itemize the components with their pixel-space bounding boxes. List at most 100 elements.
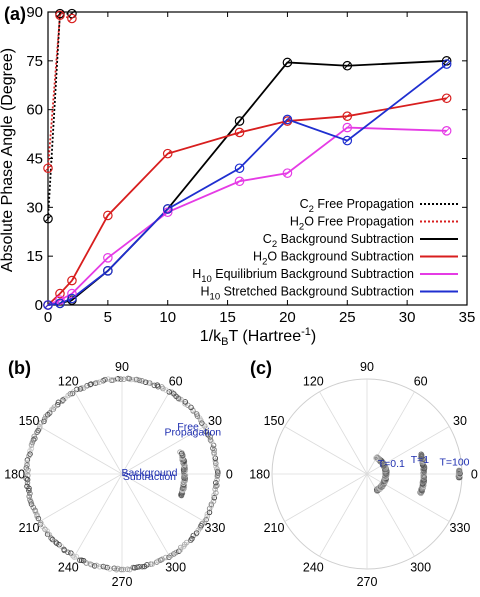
x-tick-label: 20 xyxy=(279,309,296,326)
polar-point xyxy=(163,554,169,561)
polar-spoke xyxy=(121,426,205,475)
polar-point xyxy=(134,564,140,570)
legend-label-sub: 2 xyxy=(262,257,267,268)
polar-point xyxy=(373,455,379,461)
polar-point xyxy=(210,445,216,452)
panel-label-b: (b) xyxy=(8,358,31,378)
polar-point xyxy=(77,386,84,392)
polar-point xyxy=(159,384,165,390)
polar-point xyxy=(207,437,214,443)
polar-angle-label: 60 xyxy=(169,375,183,389)
polar-point xyxy=(214,482,220,489)
data-point xyxy=(342,135,353,146)
data-point xyxy=(282,114,293,125)
polar-point xyxy=(183,539,190,546)
polar-point xyxy=(70,553,76,559)
polar-point xyxy=(203,516,209,523)
polar-panel-c: (c) 0 30 60 90 120 150 180 210 240 270 300 330 T=0.1… xyxy=(249,358,478,589)
legend-label-main: C xyxy=(263,232,272,246)
polar-point xyxy=(26,493,32,500)
polar-point xyxy=(32,435,38,442)
polar-point xyxy=(48,535,54,541)
legend-label: C2 Background Subtraction xyxy=(263,232,414,250)
polar-annotation: T=0.1 xyxy=(378,458,405,470)
polar-point xyxy=(69,390,76,397)
data-point xyxy=(67,13,77,24)
polar-point xyxy=(201,423,208,429)
data-point-slash xyxy=(104,254,112,262)
polar-angle-label: 30 xyxy=(208,414,222,428)
data-point-slash xyxy=(284,169,291,177)
x-axis-label: 1/kBT (Hartree-1) xyxy=(200,326,316,348)
data-point xyxy=(103,252,113,263)
polar-point xyxy=(115,565,121,572)
polar-angle-label: 210 xyxy=(264,521,285,535)
polar-point xyxy=(187,537,194,544)
legend-label-main: H xyxy=(192,267,201,281)
data-point-slash xyxy=(68,290,76,297)
legend-label-rest: O Free Propagation xyxy=(304,215,414,229)
data-point xyxy=(282,168,293,178)
polar-point xyxy=(199,420,205,426)
data-point-slash xyxy=(236,177,243,185)
polar-point xyxy=(456,467,463,474)
polar-point xyxy=(213,483,219,490)
polar-point xyxy=(144,562,150,568)
polar-point xyxy=(374,454,380,460)
axis-ticks: 0 5 10 15 20 25 30 35 0 15 30 45 60 75 90 xyxy=(26,4,475,326)
panel-label-c: (c) xyxy=(250,358,272,378)
legend-label-sub: 10 xyxy=(201,274,212,285)
data-point xyxy=(441,56,452,66)
data-point xyxy=(441,126,452,136)
data-point xyxy=(55,295,65,305)
polar-point xyxy=(65,549,71,556)
data-point-slash xyxy=(68,15,76,22)
polar-point xyxy=(24,469,31,475)
data-point xyxy=(55,298,65,309)
series-markers xyxy=(43,8,452,310)
data-point-slash xyxy=(443,127,451,135)
polar-point xyxy=(73,553,80,560)
polar-point xyxy=(142,379,149,385)
polar-point xyxy=(108,377,115,384)
data-point-slash xyxy=(236,117,243,125)
polar-point xyxy=(177,547,184,553)
polar-point xyxy=(105,376,111,382)
legend-label: C2 Free Propagation xyxy=(300,197,414,215)
polar-point xyxy=(121,376,127,383)
polar-point xyxy=(151,382,158,389)
polar-angle-label: 0 xyxy=(471,468,478,482)
polar-spoke xyxy=(284,473,368,522)
x-axis-label-sup: -1 xyxy=(301,326,311,338)
data-point xyxy=(441,93,452,104)
legend-label: H10 Equilibrium Background Subtraction xyxy=(192,267,414,285)
data-point-slash xyxy=(56,296,64,304)
polar-angle-label: 240 xyxy=(58,560,79,574)
legend-label-main: C xyxy=(300,197,309,211)
polar-spoke xyxy=(366,473,450,522)
polar-point xyxy=(24,460,30,466)
polar-point xyxy=(87,381,93,388)
polar-point xyxy=(26,487,32,494)
polar-point xyxy=(204,513,210,520)
data-point-slash xyxy=(284,59,291,66)
data-point xyxy=(55,288,65,299)
polar-annotation: T=1 xyxy=(411,454,430,466)
polar-spoke xyxy=(319,473,368,557)
polar-point xyxy=(139,563,146,570)
polar-angle-label: 180 xyxy=(249,468,270,482)
polar-point xyxy=(55,399,62,406)
polar-angle-label: 240 xyxy=(303,560,324,574)
polar-angle-label: 90 xyxy=(115,360,129,374)
data-point xyxy=(162,207,173,218)
y-axis-label: Absolute Phase Angle (Degree) xyxy=(0,48,16,272)
polar-point xyxy=(213,460,219,467)
polar-point xyxy=(193,411,200,417)
polar-point xyxy=(24,457,31,463)
data-point-slash xyxy=(104,212,112,219)
polar-point xyxy=(213,479,219,486)
polar-point xyxy=(213,463,219,470)
polar-angle-label: 150 xyxy=(19,414,40,428)
polar-point xyxy=(132,376,138,383)
data-point xyxy=(342,122,353,133)
